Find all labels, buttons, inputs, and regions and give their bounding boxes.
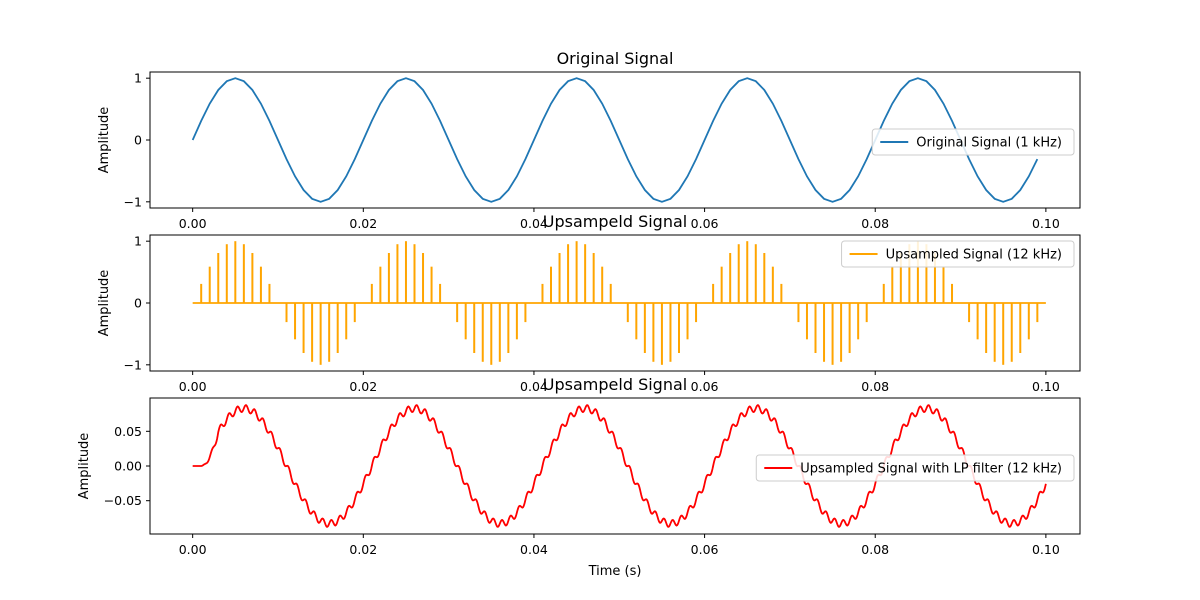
y-tick-label: −0.05 [104, 493, 142, 508]
filtered-signal-line [192, 404, 1047, 528]
chart-title-original: Original Signal [557, 49, 674, 68]
x-tick-label: 0.08 [861, 216, 889, 231]
y-ticks-filtered: −0.05 0.00 0.05 [104, 424, 150, 508]
y-tick-label: 1 [134, 71, 142, 86]
legend-upsampled: Upsampled Signal (12 kHz) [841, 240, 1075, 268]
x-tick-label: 0.06 [691, 379, 719, 394]
y-tick-label: 0.00 [114, 459, 142, 474]
chart-title-upsampled: Upsampeld Signal [543, 212, 687, 231]
y-tick-label: 0 [134, 133, 142, 148]
legend-label-filtered: Upsampled Signal with LP filter (12 kHz) [800, 462, 1062, 477]
x-tick-label: 0.04 [520, 542, 548, 557]
y-tick-label: 1 [134, 234, 142, 249]
x-tick-label: 0.02 [349, 216, 377, 231]
legend-box-upsampled [841, 240, 1075, 268]
upsampled-stems [200, 241, 1039, 365]
chart-title-filtered: Upsampeld Signal [543, 375, 687, 394]
y-ticks-original: −1 0 1 [124, 71, 150, 209]
x-tick-label: 0.04 [520, 379, 548, 394]
x-tick-label: 0.00 [179, 216, 207, 231]
y-ticks-upsampled: −1 0 1 [124, 234, 150, 372]
x-ticks-filtered: 0.00 0.02 0.04 0.06 0.08 0.10 [179, 534, 1060, 557]
x-ticks-original: 0.00 0.02 0.04 0.06 0.08 0.10 [179, 208, 1060, 231]
panel-filtered: 0.00 0.02 0.04 0.06 0.08 0.10 −0.05 0.00 0.05 U… [77, 375, 1081, 579]
x-tick-label: 0.10 [1032, 379, 1060, 394]
x-ticks-upsampled: 0.00 0.02 0.04 0.06 0.08 0.10 [179, 371, 1060, 394]
y-tick-label: −1 [124, 194, 142, 209]
x-tick-label: 0.02 [349, 542, 377, 557]
x-tick-label: 0.04 [520, 216, 548, 231]
legend-filtered: Upsampled Signal with LP filter (12 kHz) [755, 454, 1075, 482]
y-axis-label-filtered: Amplitude [77, 433, 92, 500]
legend-box-original [871, 128, 1075, 156]
x-tick-label: 0.06 [691, 216, 719, 231]
panel-original: 0.00 0.02 0.04 0.06 0.08 0.10 −1 0 1 Original S… [97, 49, 1081, 231]
x-tick-label: 0.08 [861, 542, 889, 557]
x-tick-label: 0.08 [861, 379, 889, 394]
x-tick-label: 0.00 [179, 542, 207, 557]
x-tick-label: 0.10 [1032, 542, 1060, 557]
x-tick-label: 0.10 [1032, 216, 1060, 231]
legend-box-filtered [755, 454, 1075, 482]
x-tick-label: 0.02 [349, 379, 377, 394]
x-tick-label: 0.00 [179, 379, 207, 394]
y-tick-label: 0 [134, 296, 142, 311]
y-axis-label-original: Amplitude [97, 107, 112, 174]
y-tick-label: −1 [124, 357, 142, 372]
original-signal-line [191, 77, 1039, 203]
legend-label-upsampled: Upsampled Signal (12 kHz) [886, 248, 1062, 263]
y-axis-label-upsampled: Amplitude [97, 270, 112, 337]
x-tick-label: 0.06 [691, 542, 719, 557]
y-tick-label: 0.05 [114, 424, 142, 439]
panel-upsampled: 0.00 0.02 0.04 0.06 0.08 0.10 −1 0 1 Upsampeld … [97, 212, 1081, 394]
x-axis-label-filtered: Time (s) [588, 564, 642, 579]
legend-label-original: Original Signal (1 kHz) [916, 136, 1062, 151]
legend-original: Original Signal (1 kHz) [871, 128, 1075, 156]
